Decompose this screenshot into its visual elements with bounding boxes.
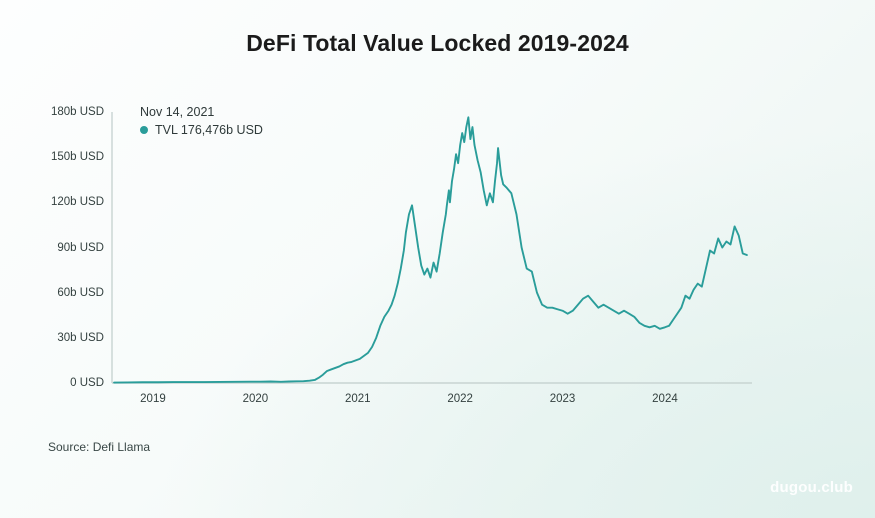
legend-series-row: TVL 176,476b USD: [140, 123, 263, 137]
legend-color-dot: [140, 126, 148, 134]
page-title: DeFi Total Value Locked 2019-2024: [246, 30, 629, 56]
x-axis-tick-label: 2023: [549, 393, 576, 405]
y-axis-tick-label: 30b USD: [57, 331, 104, 344]
watermark: dugou.club: [770, 479, 853, 496]
y-axis-tick-label: 120b USD: [50, 196, 104, 209]
chart-legend: Nov 14, 2021 TVL 176,476b USD: [140, 105, 263, 137]
tvl-series-line: [113, 116, 748, 384]
y-axis-tick-label: 60b USD: [57, 286, 104, 299]
x-axis-tick-label: 2022: [447, 393, 473, 405]
x-axis-tick-label: 2021: [344, 393, 371, 405]
source-note: Source: Defi Llama: [48, 440, 151, 454]
y-axis-tick-label: 0 USD: [70, 377, 104, 389]
x-axis-tick-label: 2024: [652, 393, 678, 405]
y-axis-tick-label: 180b USD: [50, 106, 104, 118]
y-axis-tick-label: 90b USD: [57, 241, 104, 254]
x-axis-tick-label: 2020: [242, 393, 269, 405]
y-axis-tick-label: 150b USD: [50, 151, 104, 164]
y-axis: 0 USD 30b USD 60b USD 90b USD 120b USD 150b U…: [28, 0, 104, 518]
x-axis-tick-label: 2019: [140, 393, 166, 405]
legend-series-label: TVL 176,476b USD: [155, 123, 263, 137]
legend-date: Nov 14, 2021: [140, 105, 215, 119]
